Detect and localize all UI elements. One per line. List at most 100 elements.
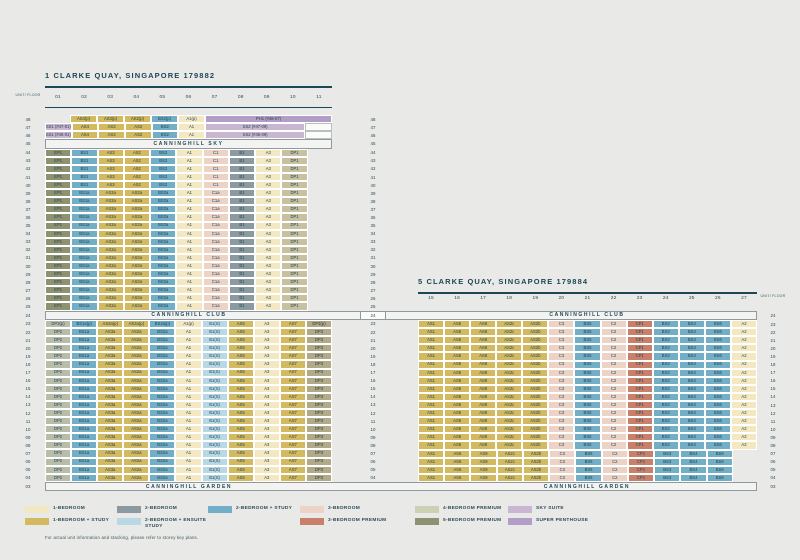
- unit-cell: A1: [175, 473, 202, 482]
- unit-cell: A1: [175, 392, 202, 401]
- unit-cell: BS1a: [71, 441, 98, 450]
- unit-cell: B1(S): [201, 368, 228, 377]
- floor-row: DP2 BS1a AS3a AS2a BS2a A1 B1(S) AS5 A3 AS7 DP3: [45, 336, 333, 345]
- unit-cell: AS5: [227, 400, 254, 409]
- unit-cell: A1: [176, 286, 203, 295]
- stack-header-left: 01 02 03 04 05 06 07 08 09 10 11: [45, 95, 332, 100]
- unit-cell: EP1: [45, 237, 72, 246]
- unit-cell: C3: [548, 441, 575, 450]
- floor-number: 11: [770, 418, 776, 424]
- unit-cell: AS3a: [97, 457, 124, 466]
- floor-number: 10: [770, 426, 776, 432]
- floor-number: 46: [25, 132, 31, 138]
- floor-row: AS1 AS6 AS8 AS2c AS2b C3 BS5 C2 CP1 BS3 BS4 BS6: [418, 473, 757, 482]
- unit-cell: AS8: [470, 425, 497, 434]
- unit-cell: BS6: [704, 392, 731, 402]
- unit-cell: AS6: [444, 425, 471, 434]
- unit-cell: A3: [255, 213, 282, 222]
- unit-cell: CP1: [626, 320, 653, 329]
- floor-row: EP1 BS1a AS3a AS2a BS2a A1 C1a B1 A3 DP1: [45, 278, 332, 287]
- floor-row: EP1 BS1a AS3a AS2a BS2a A1 C1a B1 A3 DP1: [45, 229, 332, 238]
- unit-cell: A3: [255, 229, 282, 238]
- unit-cell: CP1: [626, 417, 653, 426]
- unit-cell: AS3a: [97, 336, 124, 345]
- unit-cell: A1: [176, 237, 203, 246]
- unit-cell: AS8: [470, 360, 497, 369]
- floor-number: 34: [25, 231, 31, 237]
- garden-band-connector: [332, 482, 418, 492]
- unit-cell: BS5: [575, 465, 602, 474]
- unit-cell: A3: [253, 408, 280, 418]
- unit-cell: C3: [549, 465, 576, 474]
- unit-cell: AS6: [444, 384, 471, 393]
- floor-number: 48: [370, 116, 376, 122]
- unit-cell: AS2a: [123, 400, 150, 409]
- floor-number: 42: [25, 166, 31, 172]
- unit-cell: BS3: [652, 336, 679, 345]
- unit-cell: AS5: [227, 360, 254, 369]
- grid-gap: [308, 173, 332, 181]
- unit-cell: AS2b: [522, 352, 549, 361]
- unit-cell: AS2b: [522, 441, 549, 450]
- unit-cell: AS3a: [97, 328, 124, 337]
- unit-cell: B1(S): [201, 441, 228, 450]
- unit-cell: BS6: [704, 352, 731, 361]
- unit-cell: DP3: [305, 465, 333, 474]
- unit-cell: AS1: [418, 392, 445, 402]
- unit-cell: BS5: [574, 401, 601, 410]
- stack-number: 15: [428, 296, 434, 301]
- unit-cell: AS8: [470, 392, 497, 402]
- unit-cell: DP2: [45, 392, 72, 401]
- floor-number: 28: [25, 279, 31, 285]
- legend-item: 2-BEDROOM + ENSUITE STUDY: [117, 518, 207, 530]
- floor-number: 24: [770, 312, 776, 318]
- unit-cell: A3: [255, 189, 282, 198]
- floor-row: AS1 AS6 AS8 AS2c AS2b C3 BS5 C2 CP1 BS3 BS4 BS6 A2: [418, 320, 758, 329]
- unit-cell: AS2a: [123, 189, 151, 198]
- floor-row: AS1 AS6 AS8 AS2c AS2b C3 BS5 C2 CP1 BS3 BS4 BS6 A2: [418, 344, 758, 353]
- unit-cell: B1(S): [201, 344, 228, 353]
- unit-cell: B1(S): [201, 473, 228, 482]
- unit-cell: AS6: [444, 368, 471, 377]
- floor-number: 20: [25, 345, 31, 351]
- grid-gap: [308, 238, 332, 246]
- unit-cell: AS2: [123, 148, 151, 157]
- unit-cell: C2: [600, 433, 627, 442]
- unit-cell: BS1a: [71, 221, 98, 230]
- unit-cell: BS2a: [149, 417, 176, 426]
- unit-cell: BS1a: [71, 449, 98, 458]
- unit-cell: AS6: [444, 344, 471, 353]
- unit-cell: C2: [600, 425, 627, 434]
- unit-cell: AS5: [227, 352, 254, 361]
- unit-cell: AS2a: [123, 197, 151, 206]
- unit-cell: A3: [253, 433, 280, 442]
- unit-cell: AS2c: [496, 368, 523, 377]
- tower-grid-right: CANNINGHILL CLUB AS1 AS6 AS8 AS2c AS2b C3 BS5 C2…: [418, 310, 758, 492]
- unit-cell: BS3: [652, 368, 679, 377]
- floor-number: 14: [25, 394, 31, 400]
- unit-cell: AS6: [444, 465, 471, 474]
- unit-cell: AS3: [98, 131, 125, 140]
- floor-number: 24: [360, 310, 386, 320]
- unit-cell: C1a: [202, 237, 229, 246]
- unit-cell: C2: [600, 409, 627, 418]
- floor-number: 07: [370, 450, 376, 456]
- unit-cell: BS4: [678, 409, 705, 418]
- zone-band: CANNINGHILL SKY: [45, 139, 332, 149]
- unit-cell: AS1: [418, 441, 445, 450]
- unit-cell: AS7: [279, 360, 306, 369]
- unit-cell: AS2c: [496, 457, 523, 466]
- unit-cell: BS1a: [71, 229, 98, 238]
- unit-cell: BS5: [574, 320, 601, 329]
- floor-row: EP1 BS1a AS3a AS2a BS2a A1 C1a B1 A3 DP1: [45, 245, 332, 254]
- unit-cell: BS1a: [71, 473, 98, 482]
- unit-cell: DP3: [305, 328, 333, 337]
- floor-row: DP2 BS1a AS3a AS2a BS2a A1 B1(S) AS5 A3 AS7 DP3: [45, 433, 333, 442]
- unit-cell: EP1: [45, 286, 72, 295]
- unit-cell: AS1: [418, 328, 445, 337]
- unit-cell: A3: [255, 164, 282, 173]
- floor-number: 10: [370, 426, 376, 432]
- unit-cell: AS3a: [97, 253, 124, 262]
- floor-row: DP2 BS1a AS3a AS2a BS2a A1 B1(S) AS5 A3 AS7 DP3: [45, 344, 333, 353]
- floor-number: 12: [370, 410, 376, 416]
